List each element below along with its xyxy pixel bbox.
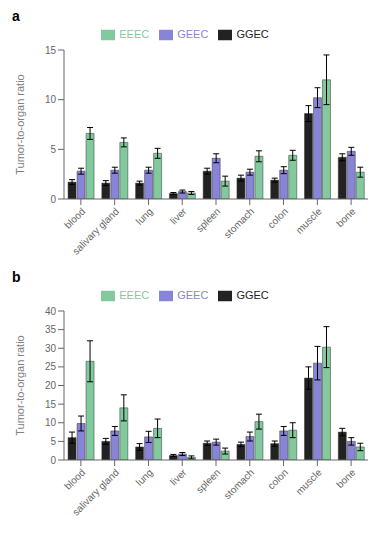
svg-text:colon: colon xyxy=(265,206,290,231)
svg-text:stomach: stomach xyxy=(222,467,257,502)
html-text:b: b xyxy=(12,269,21,285)
svg-text:spleen: spleen xyxy=(194,467,223,496)
html-text:EEEC: EEEC xyxy=(119,289,150,301)
svg-text:Tumor-to-organ ratio: Tumor-to-organ ratio xyxy=(14,335,26,435)
svg-text:10: 10 xyxy=(45,417,57,428)
svg-text:spleen: spleen xyxy=(194,206,223,235)
html-text:GEEC: GEEC xyxy=(177,28,209,40)
svg-text:5: 5 xyxy=(50,144,56,155)
svg-text:liver: liver xyxy=(168,466,189,487)
svg-text:liver: liver xyxy=(168,205,189,226)
svg-text:muscle: muscle xyxy=(294,205,324,235)
svg-text:20: 20 xyxy=(45,380,57,391)
html-text:a: a xyxy=(12,8,20,24)
svg-text:0: 0 xyxy=(50,194,56,205)
svg-text:30: 30 xyxy=(45,343,57,354)
svg-text:salivary gland: salivary gland xyxy=(70,467,121,518)
svg-text:stomach: stomach xyxy=(222,206,257,241)
svg-text:35: 35 xyxy=(45,324,57,335)
svg-text:0: 0 xyxy=(50,455,56,466)
svg-text:15: 15 xyxy=(45,45,57,56)
html-text:GGEC: GGEC xyxy=(236,289,269,301)
html-text:GEEC: GEEC xyxy=(177,289,209,301)
svg-text:blood: blood xyxy=(62,206,87,231)
svg-text:5: 5 xyxy=(50,436,56,447)
svg-text:bone: bone xyxy=(334,205,358,229)
svg-text:25: 25 xyxy=(45,361,57,372)
svg-text:10: 10 xyxy=(45,94,57,105)
svg-text:blood: blood xyxy=(62,467,87,492)
svg-text:bone: bone xyxy=(334,466,358,490)
svg-text:muscle: muscle xyxy=(294,466,324,496)
svg-text:40: 40 xyxy=(45,306,57,317)
svg-text:lung: lung xyxy=(134,206,155,227)
svg-text:15: 15 xyxy=(45,399,57,410)
svg-text:lung: lung xyxy=(134,467,155,488)
html-text:EEEC: EEEC xyxy=(119,28,150,40)
svg-text:Tumor-to-organ ratio: Tumor-to-organ ratio xyxy=(14,74,26,174)
svg-text:colon: colon xyxy=(265,467,290,492)
svg-text:salivary gland: salivary gland xyxy=(70,206,121,257)
html-text:GGEC: GGEC xyxy=(236,28,269,40)
